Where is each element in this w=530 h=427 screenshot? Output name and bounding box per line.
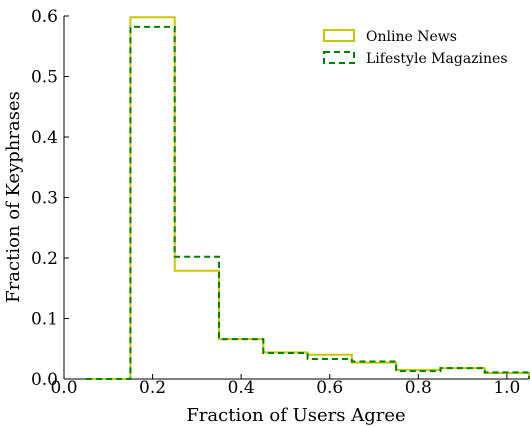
legend-swatch [323,29,355,42]
y-tick-label: 0.4 [31,128,58,148]
legend-label: Online News [366,29,457,45]
y-tick-label: 0.6 [31,7,58,27]
y-tick-label: 0.5 [31,68,58,88]
x-axis-label: Fraction of Users Agree [186,405,405,426]
legend-swatch [323,51,355,64]
series-online-news-line [86,16,530,380]
axes [63,16,529,380]
y-tick-label: 0.3 [31,189,58,209]
y-tick-label: 0.2 [31,249,58,269]
series-lines [86,16,530,380]
legend: Online News Lifestyle Magazines [323,29,508,67]
x-tick-label: 0.8 [405,378,432,398]
tick-marks: 0.0 0.2 0.4 0.6 0.8 1.0 0.0 0.1 0.2 0.3 0.4 0.5 0.6 [31,7,520,398]
x-tick-label: 1.0 [493,378,520,398]
x-tick-label: 0.4 [228,378,255,398]
x-tick-label: 0.6 [316,378,343,398]
y-axis-label: Fraction of Keyphrases [3,91,24,303]
series-lifestyle-magazines-line [86,25,530,380]
y-tick-label: 0.0 [31,370,58,390]
x-tick-label: 0.0 [50,378,77,398]
x-tick-label: 0.2 [139,378,166,398]
legend-label: Lifestyle Magazines [366,51,508,67]
y-tick-label: 0.1 [31,310,58,330]
